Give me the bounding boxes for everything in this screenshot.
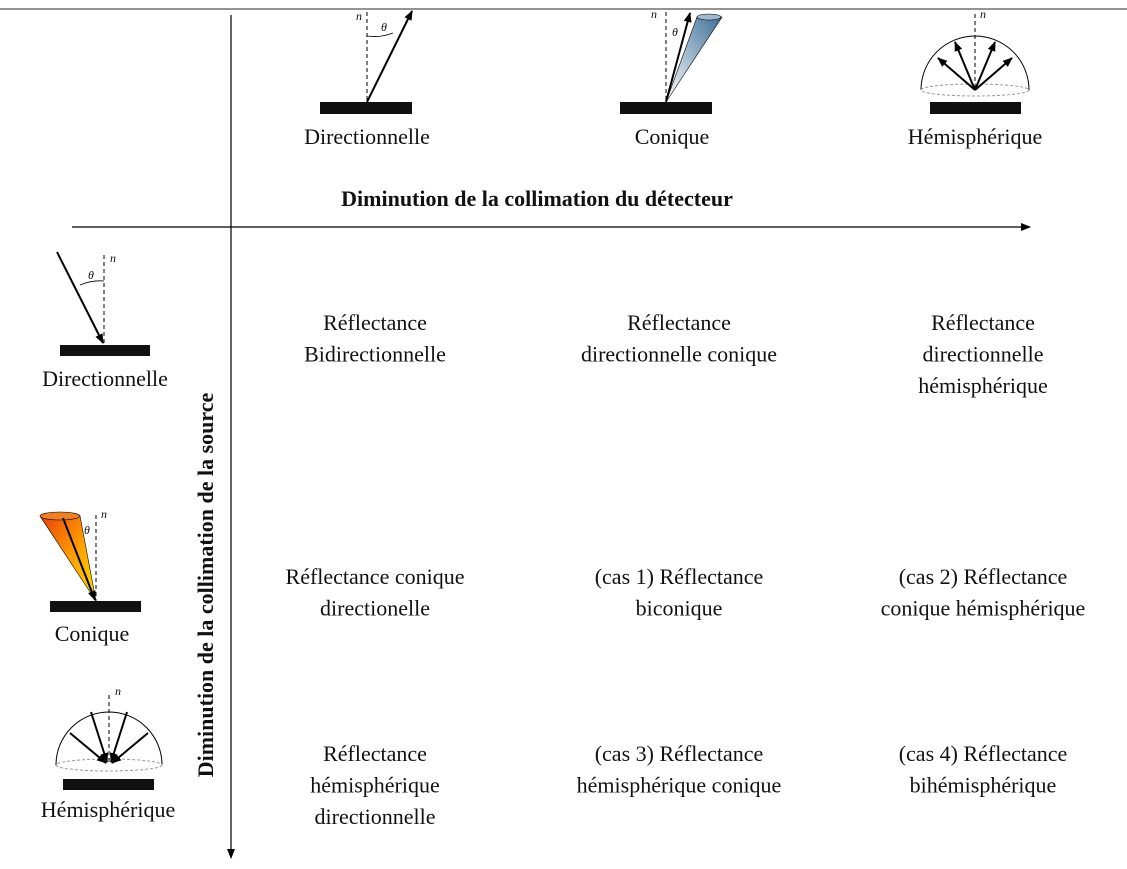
angle-label: θ	[84, 523, 90, 537]
cell-text: bihémisphérique	[910, 773, 1057, 798]
cell-text: (cas 2) Réflectance	[899, 564, 1068, 589]
column-label: Hémisphérique	[908, 124, 1042, 149]
icon-hemispherical: n⃗	[55, 684, 163, 790]
row-label: Conique	[55, 621, 130, 646]
icon-directional: n⃗ θ	[56, 251, 150, 356]
icon-hemispherical: n⃗	[920, 7, 1030, 114]
column-label: Conique	[635, 124, 710, 149]
normal-label: n⃗	[356, 9, 371, 23]
cell-text: Réflectance	[627, 310, 731, 335]
normal-label: n⃗	[980, 7, 995, 21]
cell-text: conique hémisphérique	[881, 596, 1086, 621]
cell-text: Réflectance conique	[286, 564, 465, 589]
normal-label: n⃗	[110, 251, 125, 265]
angle-label: θ	[88, 268, 94, 282]
cells: Réflectance Bidirectionnelle Réflectance di…	[286, 310, 1086, 829]
column-label: Directionnelle	[304, 124, 430, 149]
cell-text: hémisphérique	[918, 373, 1048, 398]
row-label: Directionnelle	[42, 366, 168, 391]
cell-text: (cas 1) Réflectance	[595, 564, 764, 589]
normal-label: n⃗	[115, 684, 130, 698]
cell-text: hémisphérique	[310, 773, 440, 798]
cell-text: Réflectance	[323, 741, 427, 766]
cell-text: Réflectance	[931, 310, 1035, 335]
cell-text: Réflectance	[323, 310, 427, 335]
source-axis-title: Diminution de la collimation de la sourc…	[193, 392, 218, 777]
angle-label: θ	[672, 25, 678, 39]
normal-label: n⃗	[651, 7, 666, 21]
icon-conical: n⃗ θ	[620, 7, 723, 114]
cell-text: hémisphérique conique	[577, 773, 782, 798]
cell-text: (cas 4) Réflectance	[899, 741, 1068, 766]
cell-text: directionelle	[320, 596, 430, 621]
row-label: Hémisphérique	[41, 797, 175, 822]
icon-conical: n⃗ θ	[39, 507, 141, 612]
cell-text: directionnelle	[315, 804, 436, 829]
cell-text: (cas 3) Réflectance	[595, 741, 764, 766]
cell-text: directionnelle	[923, 342, 1044, 367]
detector-axis-title: Diminution de la collimation du détecteu…	[341, 186, 733, 211]
icon-directional: n⃗ θ	[320, 9, 413, 114]
normal-label: n⃗	[101, 507, 116, 521]
cell-text: biconique	[636, 596, 723, 621]
cell-text: directionnelle conique	[581, 342, 777, 367]
angle-label: θ	[381, 20, 387, 34]
cell-text: Bidirectionnelle	[304, 342, 446, 367]
